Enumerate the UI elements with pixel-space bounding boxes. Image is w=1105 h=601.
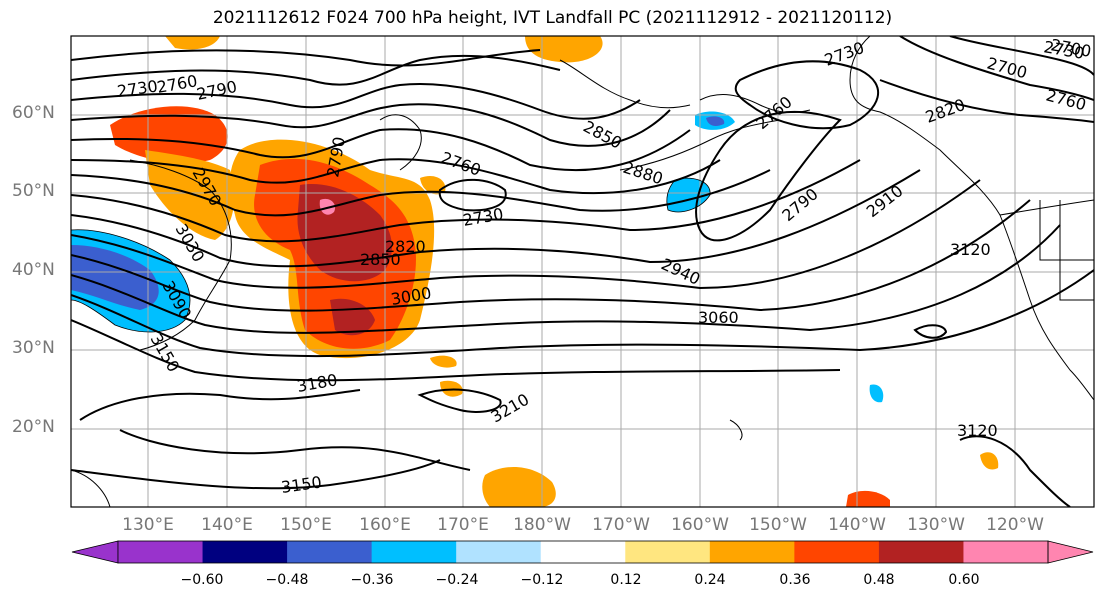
contour-label: 2820	[385, 237, 426, 256]
ivt-outline	[71, 177, 711, 333]
gridlines	[71, 36, 1094, 507]
colorbar-tick-label: −0.60	[180, 572, 224, 588]
lat-label-60n: 60°N	[12, 103, 55, 123]
colorbar-tick-label: 0.48	[863, 572, 895, 588]
colorbar-swatch	[456, 541, 542, 563]
lon-label: 130°E	[122, 515, 174, 535]
lon-label: 170°W	[592, 515, 650, 535]
contour-label: 2850	[360, 250, 401, 269]
map-frame	[70, 35, 1095, 508]
contour-label: 3060	[698, 308, 739, 327]
lon-label: 150°E	[280, 515, 332, 535]
colorbar-swatch	[287, 541, 373, 563]
colorbar-swatch	[118, 541, 204, 563]
lat-label-50n: 50°N	[12, 181, 55, 201]
colorbar-swatch	[371, 541, 457, 563]
colorbar-tick-label: −0.24	[435, 572, 479, 588]
lon-label: 140°W	[828, 515, 886, 535]
colorbar-swatch	[878, 541, 964, 563]
colorbar-tick-label: 0.60	[948, 572, 980, 588]
colorbar-arrow-low	[71, 540, 119, 564]
colorbar-tick-label: −0.12	[520, 572, 564, 588]
contour-label: 3120	[950, 240, 991, 259]
lat-label-20n: 20°N	[12, 417, 55, 437]
colorbar-tick-label: −0.48	[265, 572, 309, 588]
lon-label: 170°E	[437, 515, 489, 535]
colorbar-swatch	[540, 541, 626, 563]
height-contours	[71, 36, 1094, 507]
colorbar-arrow-high	[1047, 540, 1094, 564]
lon-label: 120°W	[986, 515, 1044, 535]
colorbar-tick-label: 0.36	[779, 572, 811, 588]
lon-label: 160°W	[671, 515, 729, 535]
colorbar-swatch	[709, 541, 795, 563]
lon-label: 130°W	[907, 515, 965, 535]
lat-label-40n: 40°N	[12, 260, 55, 280]
colorbar-swatch	[625, 541, 711, 563]
map-title: 2021112612 F024 700 hPa height, IVT Land…	[212, 8, 893, 28]
colorbar-frame	[117, 540, 1049, 564]
ivt-shading	[71, 36, 999, 507]
colorbar-tick-label: 0.12	[610, 572, 642, 588]
contour-label: 3120	[957, 421, 998, 440]
colorbar-swatch	[963, 541, 1049, 563]
colorbar-tick-label: −0.36	[350, 572, 394, 588]
lon-label: 180°W	[513, 515, 571, 535]
colorbar	[71, 540, 1094, 564]
colorbar-swatch	[794, 541, 880, 563]
lat-label-30n: 30°N	[12, 338, 55, 358]
lon-label: 150°W	[749, 515, 807, 535]
colorbar-tick-label: 0.24	[694, 572, 726, 588]
lon-label: 160°E	[359, 515, 411, 535]
colorbar-swatch	[202, 541, 288, 563]
lon-label: 140°E	[201, 515, 253, 535]
